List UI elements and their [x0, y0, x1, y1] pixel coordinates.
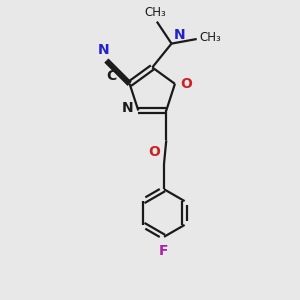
Text: O: O — [180, 77, 192, 91]
Text: N: N — [173, 28, 185, 42]
Text: O: O — [148, 145, 160, 159]
Text: CH₃: CH₃ — [199, 31, 221, 44]
Text: N: N — [98, 43, 109, 57]
Text: CH₃: CH₃ — [144, 6, 166, 19]
Text: F: F — [159, 244, 169, 258]
Text: C: C — [106, 69, 117, 83]
Text: N: N — [122, 101, 134, 115]
